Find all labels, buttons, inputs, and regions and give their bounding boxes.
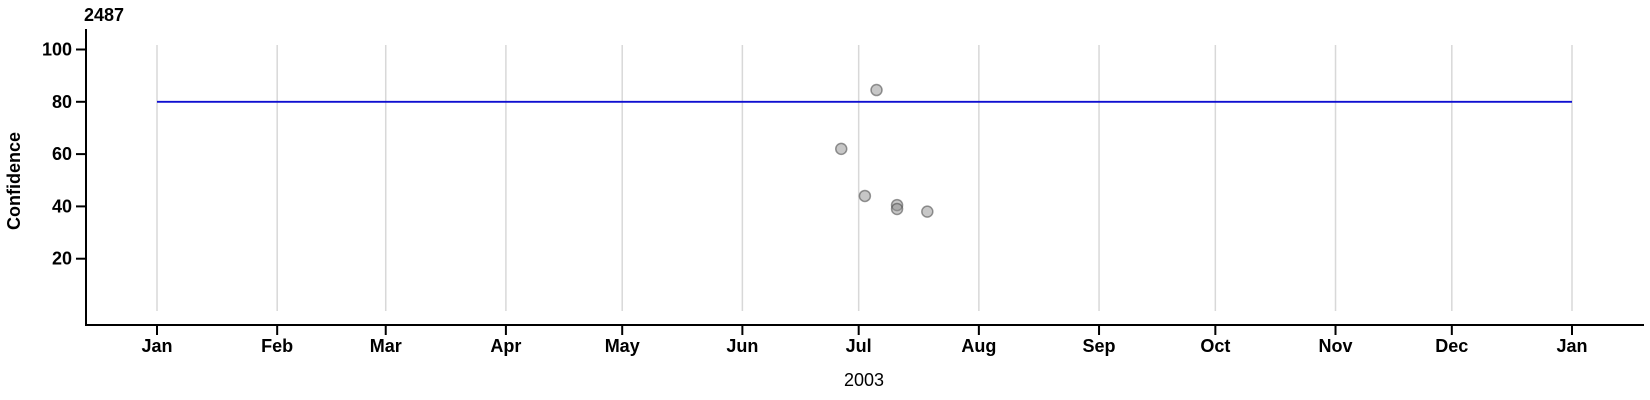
gridlines-group <box>156 45 1573 311</box>
data-point <box>921 205 934 218</box>
x-tick-label: Sep <box>1083 336 1116 356</box>
y-tick-label: 20 <box>52 249 72 269</box>
x-tick-label: Jul <box>846 336 872 356</box>
x-tick-label: Dec <box>1435 336 1468 356</box>
x-tick-label: Jan <box>1556 336 1587 356</box>
data-points-group <box>834 83 934 218</box>
data-point <box>834 142 848 156</box>
x-tick-label: Jun <box>726 336 758 356</box>
ticks-group: Jan Feb Mar Apr May Jun Jul Aug Sep Oct Nov Dec Jan 2… <box>42 40 1588 357</box>
data-point <box>870 83 883 97</box>
x-tick-label: Jan <box>141 336 172 356</box>
x-axis-title: 2003 <box>844 370 884 390</box>
y-tick-label: 80 <box>52 92 72 112</box>
data-point <box>858 189 872 203</box>
y-tick-label: 40 <box>52 196 72 216</box>
x-tick-label: Oct <box>1200 336 1230 356</box>
x-tick-label: Apr <box>490 336 521 356</box>
data-point <box>890 202 904 216</box>
x-tick-label: Mar <box>370 336 402 356</box>
x-tick-label: May <box>605 336 640 356</box>
x-tick-label: Nov <box>1319 336 1353 356</box>
x-tick-label: Aug <box>961 336 996 356</box>
chart-title: 2487 <box>84 5 124 25</box>
y-tick-label: 100 <box>42 40 72 60</box>
y-tick-label: 60 <box>52 144 72 164</box>
x-tick-label: Feb <box>261 336 293 356</box>
y-axis-title: Confidence <box>4 132 24 230</box>
